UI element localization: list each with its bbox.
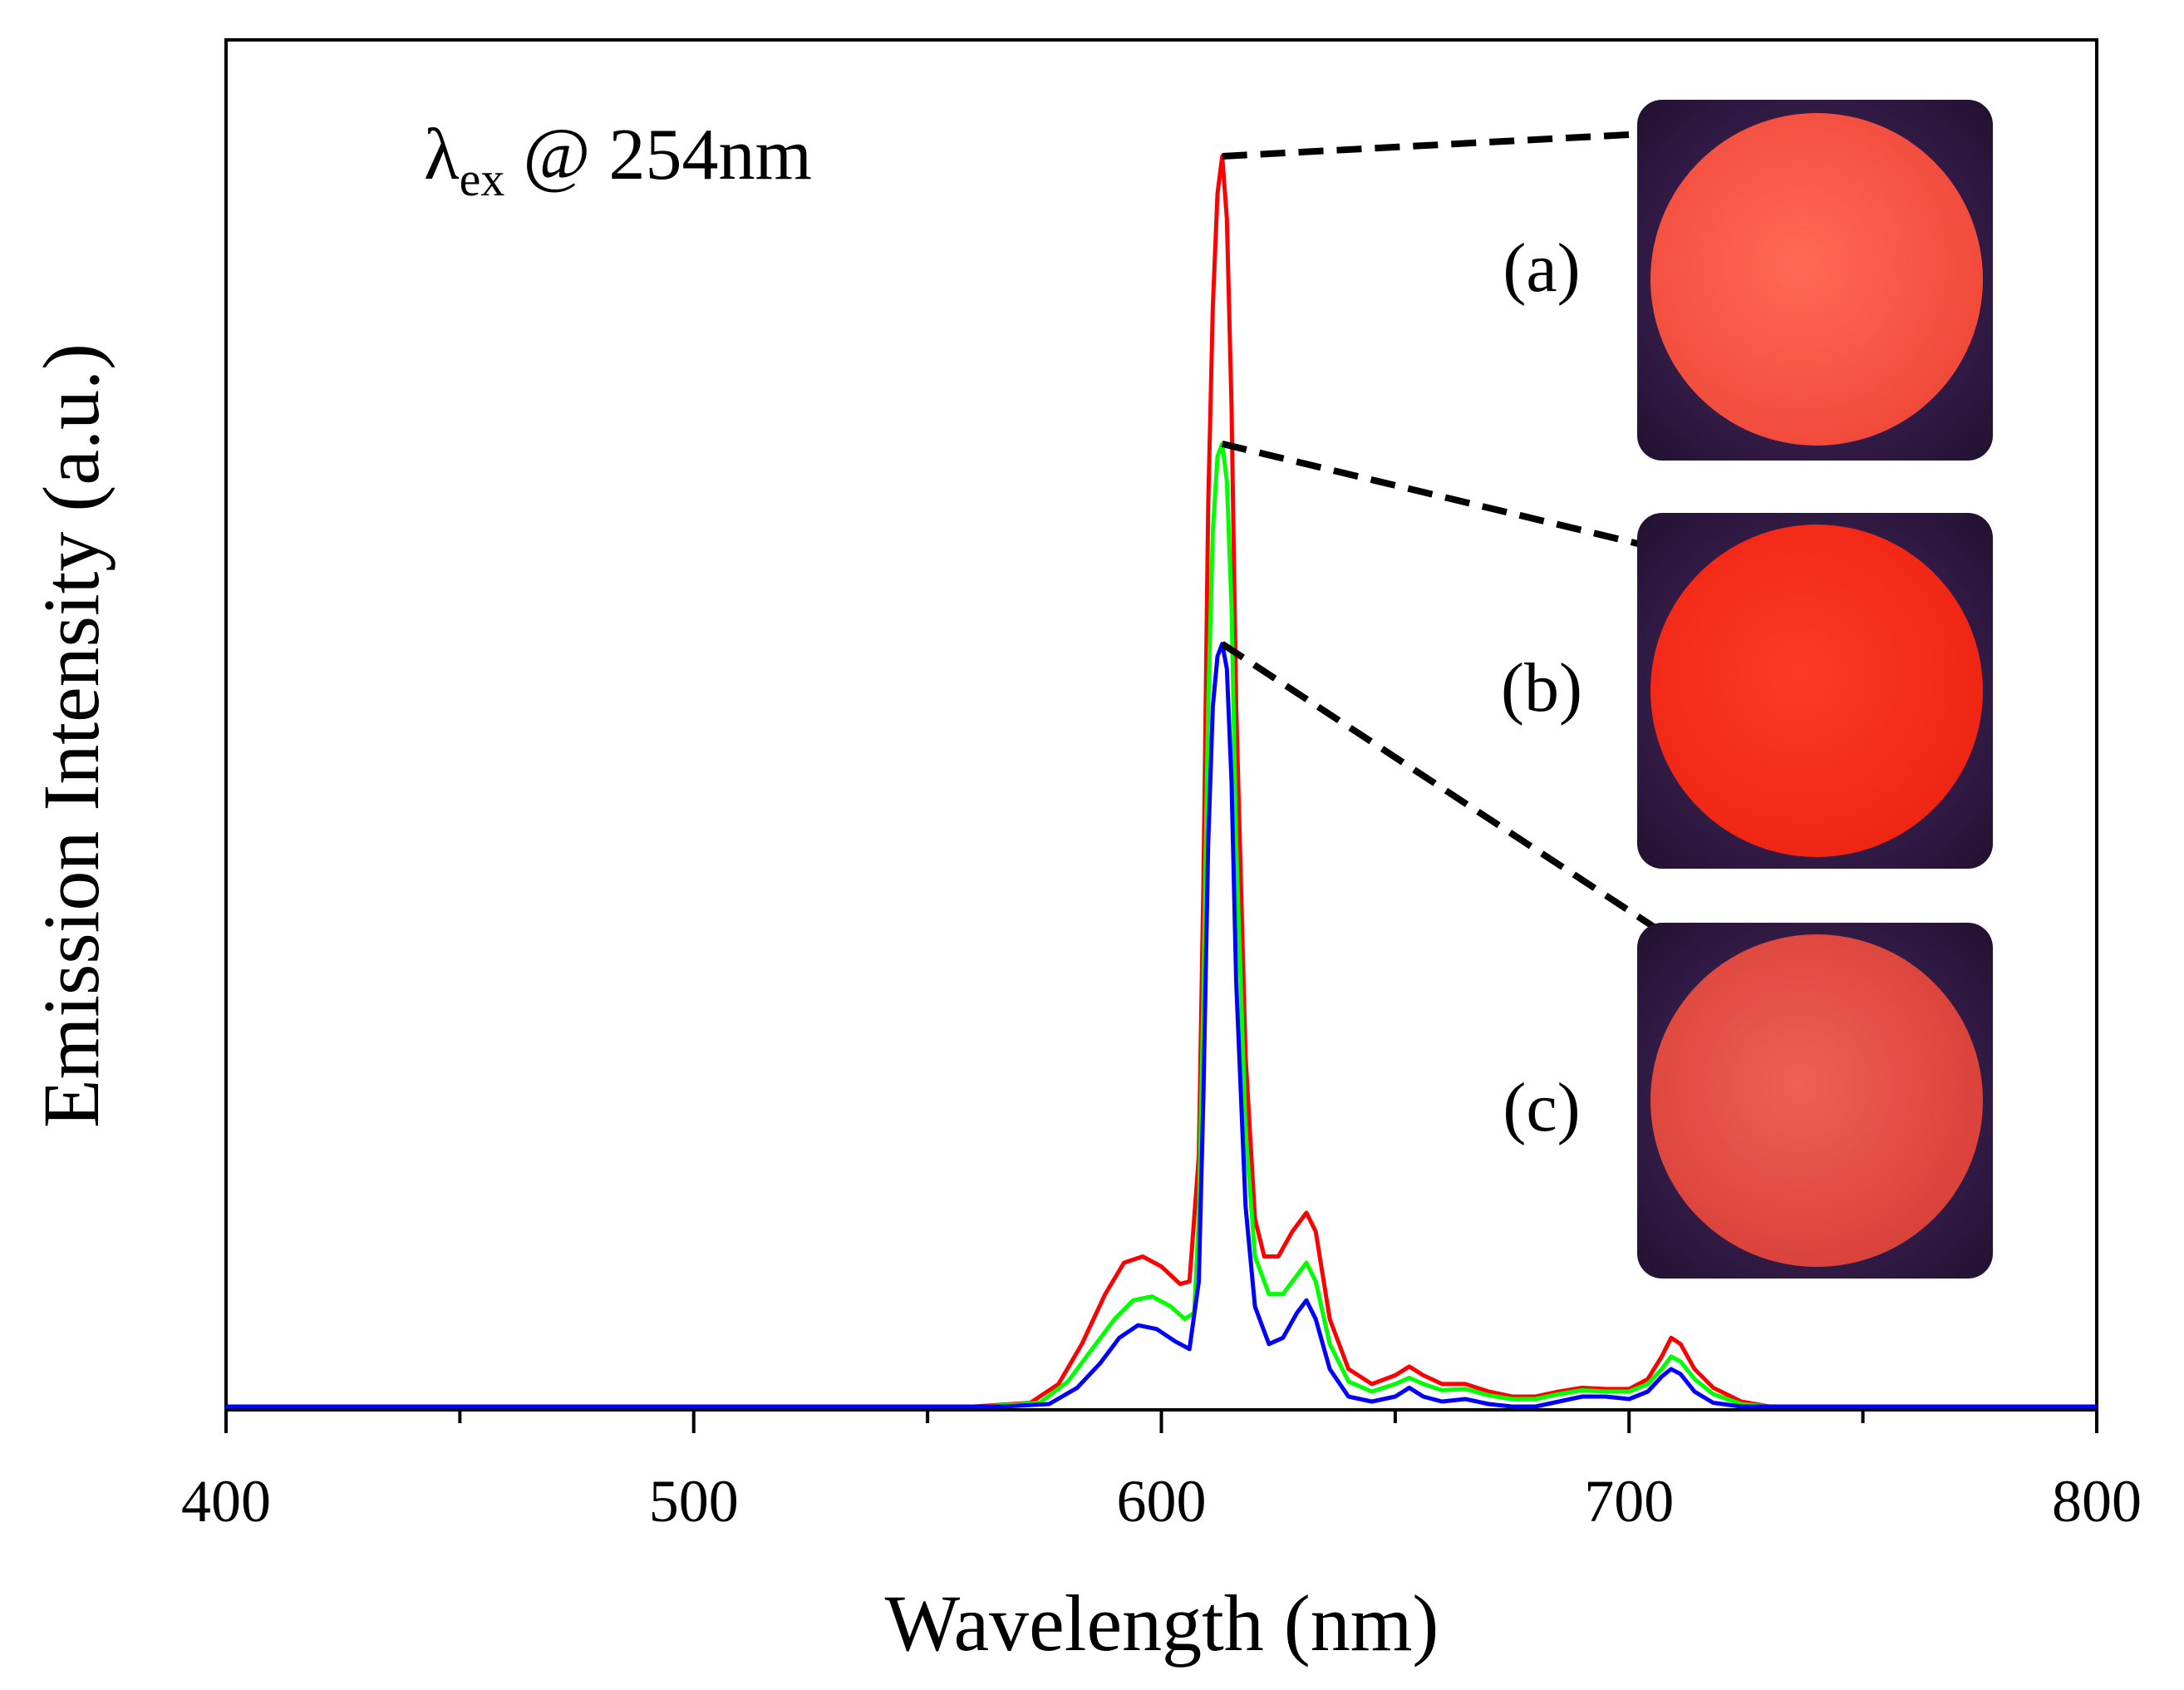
sample-disc-a [1650,113,1983,446]
x-axis-ticks: 400 500 600 700 800 [181,1410,2142,1535]
sample-disc-c [1650,934,1983,1267]
x-tick-label: 600 [1117,1468,1207,1535]
sample-disc-b [1650,525,1983,857]
series-line-c [226,642,2097,1409]
excitation-annotation: λex @ 254nm [424,115,812,206]
y-axis-label: Emission Intensity (a.u.) [27,343,116,1128]
inset-photo-b [1637,513,1993,869]
leader-line-b [1221,441,1642,548]
series-line-a [226,154,2097,1409]
series-line-b [226,441,2097,1409]
inset-photo-a [1637,100,1993,461]
inset-photo-c [1637,923,1993,1279]
leader-line-c [1220,641,1656,930]
inset-label-c: (c) [1503,1069,1580,1146]
x-axis-label: Wavelength (nm) [885,1579,1439,1668]
x-tick-label: 500 [649,1468,739,1535]
inset-label-a: (a) [1503,229,1580,307]
x-tick-label: 700 [1584,1468,1674,1535]
leader-layer [1220,130,1661,930]
leader-line-a [1222,130,1661,160]
x-tick-label: 800 [2052,1468,2142,1535]
excitation-symbol: λ [424,115,460,195]
excitation-text: @ 254nm [504,115,812,195]
inset-label-b: (b) [1501,649,1582,727]
x-tick-label: 400 [181,1468,271,1535]
series-layer [226,154,2097,1409]
excitation-subscript: ex [460,152,505,206]
